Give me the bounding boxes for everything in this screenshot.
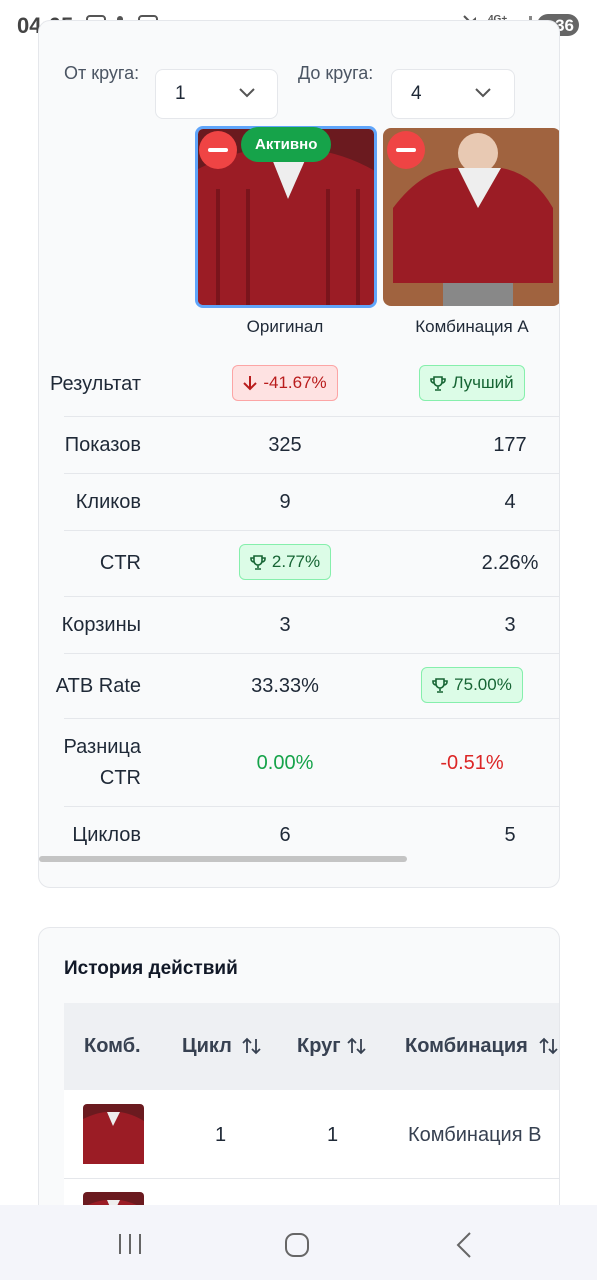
- trophy-icon: [250, 555, 266, 570]
- back-button[interactable]: [454, 1231, 474, 1259]
- to-value: 4: [411, 83, 422, 104]
- row-label: Показов: [64, 434, 141, 456]
- active-badge: Активно: [241, 127, 332, 162]
- cell: -0.51%: [440, 752, 504, 774]
- network: 4G+: [488, 14, 507, 25]
- row-label: CTR: [99, 552, 141, 574]
- header[interactable]: Круг: [297, 1035, 341, 1057]
- recents-button[interactable]: [117, 1232, 145, 1256]
- container: 2.77%: [195, 544, 375, 580]
- best-badge: Лучший: [419, 365, 525, 401]
- sort-icon[interactable]: [539, 1036, 559, 1056]
- nav-bar: [0, 1205, 597, 1280]
- cell: 33.33%: [251, 675, 319, 697]
- cell: 75.00%: [454, 675, 512, 694]
- container: [64, 718, 559, 719]
- best-badge: 75.00%: [421, 667, 523, 703]
- sort-icon[interactable]: [242, 1036, 262, 1056]
- cell: 6: [279, 824, 291, 846]
- header[interactable]: Цикл: [182, 1035, 232, 1057]
- cell: 2.26%: [481, 552, 539, 574]
- cell: Комбинация B: [408, 1124, 542, 1146]
- to-label: До круга:: [298, 63, 374, 83]
- container: [396, 148, 416, 152]
- container: [64, 416, 559, 417]
- container: Лучший: [382, 365, 559, 401]
- container: [64, 530, 559, 531]
- container: [64, 473, 559, 474]
- cell: 3: [504, 614, 516, 636]
- down-arrow: [243, 376, 258, 391]
- result-badge: -41.67%: [232, 365, 338, 401]
- container: [64, 653, 559, 654]
- row-label: Результат: [50, 373, 141, 395]
- container: [64, 596, 559, 597]
- cell: 3: [279, 614, 291, 636]
- table-header: [64, 1003, 559, 1090]
- history-card: История действий Комб. Цикл Круг Комбина…: [38, 927, 560, 1247]
- from-label: От круга:: [64, 63, 140, 83]
- best-value: Лучший: [452, 373, 514, 392]
- cell: 325: [268, 434, 302, 456]
- trophy-icon: [432, 678, 448, 693]
- header: Комб.: [84, 1035, 141, 1057]
- column-label: Оригинал: [246, 317, 324, 336]
- remove-button[interactable]: [199, 131, 237, 169]
- cell: 1: [215, 1124, 227, 1146]
- column-label: Комбинация A: [415, 317, 529, 336]
- row-label: Кликов: [75, 491, 141, 513]
- thumbnail: [83, 1104, 144, 1164]
- cell: 4: [504, 491, 516, 513]
- cell: 5: [504, 824, 516, 846]
- header[interactable]: Комбинация: [405, 1035, 528, 1057]
- row-divider: [64, 1178, 559, 1179]
- sort-icon[interactable]: [347, 1036, 367, 1056]
- to-select[interactable]: 4: [391, 69, 515, 119]
- result-value: -41.67%: [263, 373, 327, 392]
- container: [64, 806, 559, 807]
- row-label: Корзины: [61, 614, 141, 636]
- from-select[interactable]: 1: [155, 69, 278, 119]
- row-label: Разница CTR: [63, 736, 141, 789]
- cell: 177: [493, 434, 527, 456]
- cell: 9: [279, 491, 291, 513]
- container: [208, 148, 228, 152]
- from-value: 1: [175, 83, 186, 104]
- row-label: ATB Rate: [55, 675, 141, 697]
- cell: 2.77%: [271, 552, 321, 571]
- container: 75.00%: [382, 667, 559, 703]
- scrollbar[interactable]: [39, 856, 407, 862]
- container: -41.67%: [195, 365, 375, 401]
- trophy-icon: [430, 376, 447, 391]
- history-title: История действий: [64, 958, 238, 979]
- comparison-card: От круга: 1 До круга: 4 Активно Оригинал…: [38, 20, 560, 888]
- remove-button[interactable]: [387, 131, 425, 169]
- home-button[interactable]: [284, 1232, 312, 1258]
- cell: 0.00%: [256, 752, 314, 774]
- row-label: Циклов: [72, 824, 141, 846]
- cell: 1: [327, 1124, 339, 1146]
- chevron: [475, 88, 491, 98]
- best-badge: 2.77%: [238, 544, 332, 580]
- chevron: [239, 88, 255, 98]
